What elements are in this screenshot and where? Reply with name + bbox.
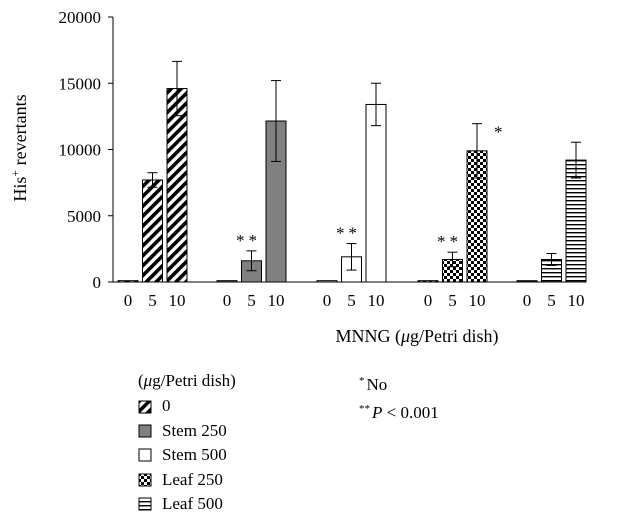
y-tick-label: 15000 xyxy=(59,74,102,93)
y-tick-label: 10000 xyxy=(59,141,102,160)
x-tick-label: 10 xyxy=(268,291,285,310)
legend-entry: Leaf 500 xyxy=(138,492,236,516)
note-p-text: < 0.001 xyxy=(382,403,439,422)
significance-mark: * xyxy=(494,123,503,142)
legend-swatch xyxy=(138,400,152,414)
legend-entry: Leaf 250 xyxy=(138,468,236,492)
significance-mark: ** xyxy=(336,224,361,243)
x-tick-label: 0 xyxy=(523,291,532,310)
x-tick-label: 10 xyxy=(169,291,186,310)
bar xyxy=(216,280,238,283)
legend-label: Stem 500 xyxy=(162,445,227,465)
note-no: * No xyxy=(359,369,439,397)
bar xyxy=(365,103,387,283)
bar xyxy=(117,280,139,283)
significance-mark: ** xyxy=(236,231,261,250)
legend-title: (μg/Petri dish) xyxy=(138,371,236,390)
legend-label: 0 xyxy=(162,396,171,416)
x-tick-label: 10 xyxy=(469,291,486,310)
y-tick-label: 0 xyxy=(93,273,102,292)
legend-entry: Stem 500 xyxy=(138,443,236,467)
note-no-text: No xyxy=(366,375,388,394)
x-tick-label: 5 xyxy=(247,291,256,310)
x-tick-label: 10 xyxy=(568,291,585,310)
legend-entries: 0 Stem 250 Stem 500 Leaf 250 Leaf 500 xyxy=(138,394,236,516)
bar xyxy=(316,280,338,283)
x-tick-label: 5 xyxy=(148,291,157,310)
x-tick-label: 0 xyxy=(223,291,232,310)
bar xyxy=(166,88,188,283)
legend-label: Leaf 500 xyxy=(162,493,223,513)
legend-swatch xyxy=(138,448,152,462)
bar xyxy=(142,179,163,283)
legend-swatch xyxy=(138,497,152,511)
x-tick-label: 5 xyxy=(547,291,556,310)
x-tick-label: 5 xyxy=(448,291,457,310)
bar xyxy=(417,280,439,283)
y-tick-label: 20000 xyxy=(59,8,102,27)
legend-swatch xyxy=(138,473,152,487)
bar xyxy=(516,280,538,283)
x-tick-label: 0 xyxy=(424,291,433,310)
x-axis-label: MNNG (μg/Petri dish) xyxy=(335,326,498,347)
bars-group: ** ** *** xyxy=(117,60,587,283)
y-axis-label: His+ revertants xyxy=(8,94,30,201)
significance-mark: ** xyxy=(437,232,462,251)
x-tick-label: 5 xyxy=(347,291,356,310)
note-p: ** P < 0.001 xyxy=(359,397,439,425)
note-no-mark: * xyxy=(359,375,365,387)
significance-notes: * No ** P < 0.001 xyxy=(359,369,439,425)
legend-entry: Stem 250 xyxy=(138,419,236,443)
legend-swatch xyxy=(138,424,152,438)
x-tick-label: 0 xyxy=(124,291,133,310)
x-tick-label: 10 xyxy=(368,291,385,310)
legend: (μg/Petri dish) 0 Stem 250 Stem 500 Leaf 25… xyxy=(138,369,236,516)
legend-entry: 0 xyxy=(138,394,236,418)
legend-label: Leaf 250 xyxy=(162,469,223,489)
note-p-mark: ** xyxy=(359,403,370,415)
note-p-symbol: P xyxy=(372,403,383,422)
y-tick-label: 5000 xyxy=(67,207,101,226)
x-tick-label: 0 xyxy=(323,291,332,310)
legend-label: Stem 250 xyxy=(162,420,227,440)
